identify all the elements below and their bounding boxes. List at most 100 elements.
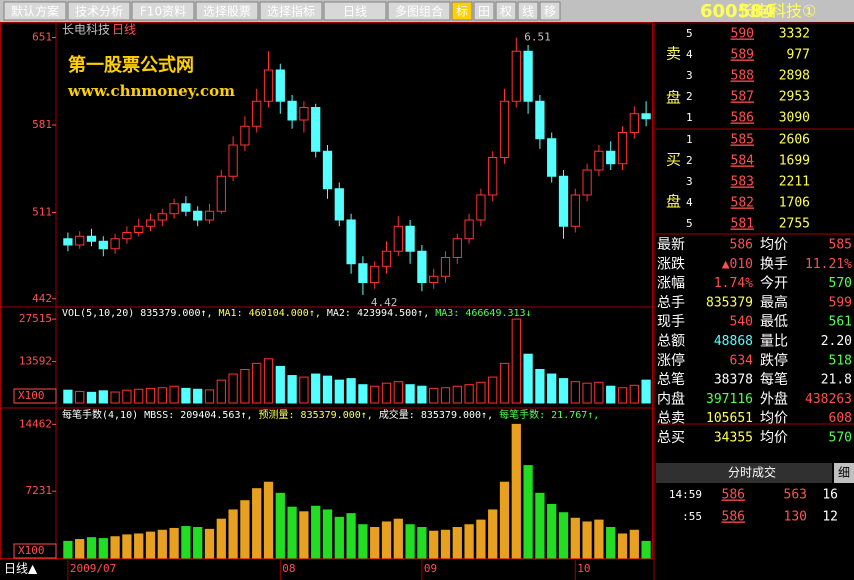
candle-body xyxy=(606,150,616,165)
book-level: 1 xyxy=(686,133,693,146)
bar xyxy=(275,492,285,559)
x-tick-label: 2009/07 xyxy=(70,562,116,575)
book-price: 586 xyxy=(731,111,754,126)
candle-body xyxy=(122,232,132,240)
bar xyxy=(405,524,415,559)
toolbar-button[interactable] xyxy=(387,1,451,21)
candle-body xyxy=(641,113,651,120)
stock-label: 长电科技 xyxy=(62,23,110,37)
bar xyxy=(617,387,628,404)
bar xyxy=(311,505,321,559)
bar xyxy=(240,368,250,404)
trade-price: 586 xyxy=(722,488,745,503)
toolbar-button-label[interactable]: 多图组合 xyxy=(395,4,443,19)
toolbar-button[interactable] xyxy=(323,1,387,21)
buy-label: 盘 xyxy=(666,193,681,211)
toolbar-button-label[interactable]: 权 xyxy=(500,5,512,19)
indicator-legend: 成交量: 835379.000↑, xyxy=(379,408,493,421)
bar xyxy=(134,388,144,404)
candle-body xyxy=(511,50,521,102)
toolbar-button-label[interactable]: 技术分析 xyxy=(75,5,123,19)
stat-value: 585 xyxy=(829,238,852,253)
candle-body xyxy=(535,100,545,140)
toolbar-button[interactable] xyxy=(473,1,495,21)
bar xyxy=(346,378,356,404)
stat-value: 599 xyxy=(829,295,852,310)
toolbar-button[interactable] xyxy=(195,1,259,21)
toolbar-button[interactable] xyxy=(259,1,323,21)
toolbar-button[interactable] xyxy=(67,1,131,21)
candle-body xyxy=(299,107,309,121)
sell-label: 卖 xyxy=(666,45,681,63)
toolbar-button[interactable] xyxy=(3,1,67,21)
indicator-legend: MA1: 460104.000↑, xyxy=(219,308,321,319)
trades-title: 分时成交 xyxy=(728,465,776,480)
toolbar-button-label[interactable]: 默认方案 xyxy=(11,4,59,19)
book-price: 589 xyxy=(731,48,754,63)
bar xyxy=(252,362,262,404)
toolbar-button[interactable] xyxy=(131,1,195,21)
candle-body xyxy=(322,150,333,190)
stat-label: 总笔 xyxy=(657,372,685,388)
toolbar-button-label[interactable]: 选择股票 xyxy=(203,5,251,19)
toolbar-button[interactable] xyxy=(451,1,473,21)
candle-body xyxy=(570,194,580,227)
candle-body xyxy=(334,188,344,221)
trade-count: 12 xyxy=(822,510,838,525)
y-tick-label: 511 xyxy=(32,206,52,219)
bar xyxy=(181,526,191,559)
bar xyxy=(641,379,651,404)
stat-value: 608 xyxy=(829,411,852,426)
candle-body xyxy=(110,238,120,250)
toolbar-button[interactable] xyxy=(517,1,539,21)
book-volume: 1699 xyxy=(779,154,810,169)
toolbar-button[interactable] xyxy=(539,1,561,21)
book-level: 1 xyxy=(686,111,693,124)
stat-value: 105651 xyxy=(706,411,753,426)
candle-body xyxy=(252,100,262,127)
period-switch[interactable]: 日线▲ xyxy=(4,562,38,576)
toolbar-button-label[interactable]: 移 xyxy=(544,5,556,19)
bar xyxy=(358,384,368,404)
book-volume: 2953 xyxy=(779,90,810,105)
bar xyxy=(346,513,356,559)
stat-label: 均价 xyxy=(760,430,788,446)
sell-label: 盘 xyxy=(666,89,681,107)
candle-body xyxy=(346,219,356,265)
toolbar-button-label[interactable]: 田 xyxy=(478,5,490,19)
bar xyxy=(204,389,215,404)
watermark-title: 第一股票公式网 xyxy=(68,54,194,76)
bar xyxy=(157,529,167,559)
stock-name: 长电科技① xyxy=(738,2,816,21)
toolbar-button-label[interactable]: F10资料 xyxy=(140,5,186,19)
bar xyxy=(499,362,510,404)
stat-label: 总手 xyxy=(657,295,685,311)
toolbar-button-label[interactable]: 选择指标 xyxy=(267,4,315,19)
toolbar-button-label[interactable]: 日线 xyxy=(343,5,367,19)
detail-button[interactable] xyxy=(834,463,854,483)
bar xyxy=(582,521,592,559)
bar xyxy=(193,388,203,404)
toolbar-button-label[interactable]: 线 xyxy=(522,5,534,19)
stat-label: 现手 xyxy=(657,314,685,330)
bar xyxy=(299,511,309,559)
detail-button-label[interactable]: 细 xyxy=(838,466,850,480)
bar xyxy=(606,385,616,404)
period-label: 日线 xyxy=(112,23,136,37)
stat-label: 涨停 xyxy=(657,352,685,369)
bar xyxy=(63,540,73,559)
toolbar-button-label[interactable]: 标 xyxy=(456,5,468,19)
candle-body xyxy=(558,175,569,227)
bar xyxy=(334,379,344,404)
stat-label: 总额 xyxy=(657,334,685,350)
bar xyxy=(181,387,191,404)
bar xyxy=(299,376,309,404)
candle-body xyxy=(134,225,144,233)
bar xyxy=(452,385,462,404)
trade-count: 16 xyxy=(822,488,838,503)
book-volume: 2898 xyxy=(779,69,810,84)
toolbar-button[interactable] xyxy=(495,1,517,21)
bar xyxy=(287,375,297,404)
bar xyxy=(370,527,380,559)
bar xyxy=(381,382,392,404)
